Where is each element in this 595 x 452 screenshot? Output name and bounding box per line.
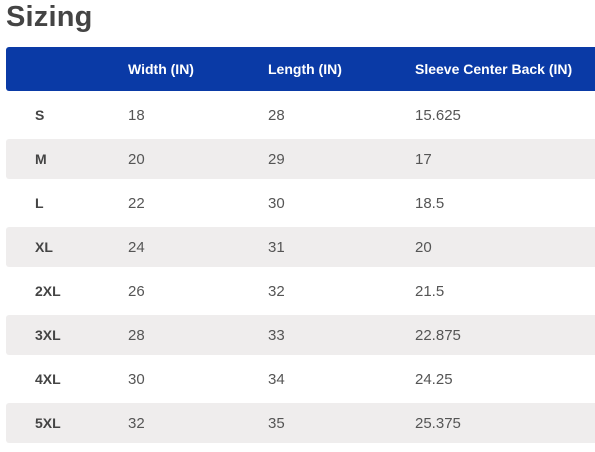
table-row: 4XL 30 34 24.25 <box>6 359 595 399</box>
size-cell: L <box>35 195 44 211</box>
page-title: Sizing <box>6 1 93 33</box>
length-cell: 30 <box>268 194 285 212</box>
size-cell: M <box>35 151 47 167</box>
length-cell: 29 <box>268 150 285 168</box>
size-cell: 3XL <box>35 327 61 343</box>
size-cell: 5XL <box>35 415 61 431</box>
header-width: Width (IN) <box>128 61 194 77</box>
width-cell: 24 <box>128 238 145 256</box>
sleeve-cell: 24.25 <box>415 370 453 388</box>
table-row: M 20 29 17 <box>6 139 595 179</box>
sizing-table: Width (IN) Length (IN) Sleeve Center Bac… <box>6 47 595 443</box>
width-cell: 28 <box>128 326 145 344</box>
length-cell: 32 <box>268 282 285 300</box>
length-cell: 34 <box>268 370 285 388</box>
width-cell: 26 <box>128 282 145 300</box>
width-cell: 18 <box>128 106 145 124</box>
sleeve-cell: 20 <box>415 238 432 256</box>
sleeve-cell: 22.875 <box>415 326 461 344</box>
size-cell: XL <box>35 239 53 255</box>
sleeve-cell: 15.625 <box>415 106 461 124</box>
sleeve-cell: 18.5 <box>415 194 445 212</box>
header-sleeve: Sleeve Center Back (IN) <box>415 61 573 77</box>
sleeve-cell: 17 <box>415 150 432 168</box>
header-length: Length (IN) <box>268 61 342 77</box>
width-cell: 30 <box>128 370 145 388</box>
sleeve-cell: 21.5 <box>415 282 445 300</box>
size-cell: S <box>35 107 45 123</box>
sleeve-cell: 25.375 <box>415 414 461 432</box>
table-row: 5XL 32 35 25.375 <box>6 403 595 443</box>
table-row: XL 24 31 20 <box>6 227 595 267</box>
table-header-row: Width (IN) Length (IN) Sleeve Center Bac… <box>6 47 595 91</box>
size-cell: 4XL <box>35 371 61 387</box>
length-cell: 28 <box>268 106 285 124</box>
length-cell: 31 <box>268 238 285 256</box>
table-row: 2XL 26 32 21.5 <box>6 271 595 311</box>
length-cell: 35 <box>268 414 285 432</box>
table-row: L 22 30 18.5 <box>6 183 595 223</box>
length-cell: 33 <box>268 326 285 344</box>
table-row: 3XL 28 33 22.875 <box>6 315 595 355</box>
table-row: S 18 28 15.625 <box>6 95 595 135</box>
size-cell: 2XL <box>35 283 61 299</box>
width-cell: 22 <box>128 194 145 212</box>
width-cell: 32 <box>128 414 145 432</box>
width-cell: 20 <box>128 150 145 168</box>
